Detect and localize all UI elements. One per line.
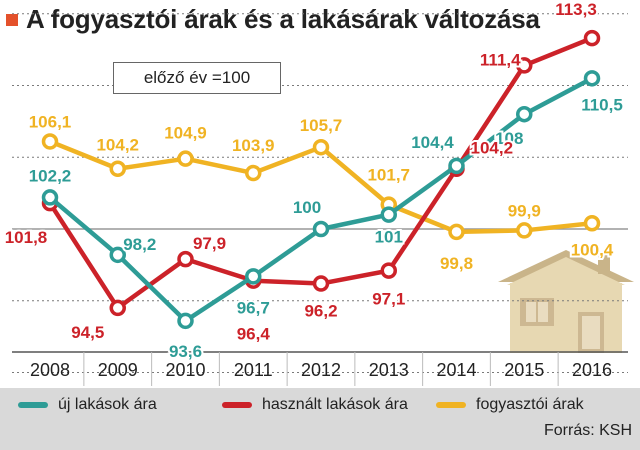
x-tick-label: 2009 <box>98 360 138 380</box>
x-axis-ticks: 2008 2009 2010 2011 2012 2013 2014 2015 2016 <box>30 352 612 386</box>
legend-label-new: új lakások ára <box>58 396 157 413</box>
series-cpi-value-label: 105,7 <box>300 116 343 135</box>
series-cpi-point <box>583 215 601 232</box>
legend: új lakások ára használt lakások ára fogy… <box>0 388 640 450</box>
series-new-value-label: 98,2 <box>123 235 156 254</box>
series-new-point <box>312 220 330 238</box>
x-tick-label: 2013 <box>369 360 409 380</box>
series-cpi-value-label: 101,7 <box>367 166 410 185</box>
series-used-point <box>516 57 533 74</box>
legend-label-cpi: fogyasztói árak <box>476 396 584 413</box>
series-new-value-label: 110,5 <box>581 95 623 114</box>
line-chart: 2008 2009 2010 2011 2012 2013 2014 2015 2016 102… <box>3 0 634 386</box>
series-used-value-label: 94,5 <box>71 323 104 342</box>
series-new-point <box>583 70 601 87</box>
series-used-value-label: 97,1 <box>372 290 405 309</box>
series-used-value-label: 96,4 <box>237 325 271 344</box>
series-used-point <box>380 262 397 279</box>
legend-swatch-cpi <box>436 402 466 408</box>
x-tick-label: 2016 <box>572 360 612 380</box>
source-note: Forrás: KSH <box>543 422 632 439</box>
series-used-point <box>177 250 194 268</box>
series-cpi-value-label: 104,9 <box>164 124 207 143</box>
legend-item-used: használt lakások ára <box>222 396 408 414</box>
series-lines <box>41 29 601 330</box>
chart-title: A fogyasztói árak és a lakásárak változá… <box>26 4 540 34</box>
series-new-point <box>516 105 533 123</box>
x-tick-label: 2015 <box>504 360 544 380</box>
legend-item-cpi: fogyasztói árak <box>436 396 584 414</box>
series-used-value-label: 97,9 <box>193 234 226 253</box>
series-used-value-label: 96,2 <box>304 302 337 321</box>
x-tick-label: 2014 <box>436 360 476 380</box>
series-cpi-value-label: 104,2 <box>96 136 139 155</box>
series-cpi-point <box>109 160 126 177</box>
legend-swatch-new <box>18 402 48 408</box>
legend-item-new: új lakások ára <box>18 396 157 414</box>
series-new-value-label: 108 <box>495 129 523 148</box>
series-used-point <box>109 299 126 317</box>
series-cpi-value-label: 106,1 <box>29 112 72 131</box>
series-new-value-label: 100 <box>293 198 321 217</box>
series-cpi-point <box>41 133 59 150</box>
legend-swatch-used <box>222 402 252 408</box>
series-cpi-point <box>516 222 533 239</box>
series-cpi-value-label: 99,8 <box>440 254 473 273</box>
series-used-value-label: 113,3 <box>555 0 597 19</box>
house-icon <box>498 250 634 353</box>
series-cpi-value-label: 99,9 <box>508 201 541 220</box>
series-new-point <box>177 312 194 330</box>
series-cpi-point <box>448 223 465 241</box>
series-used-point <box>312 275 330 292</box>
series-new-value-label: 101 <box>375 228 403 247</box>
series-new-point <box>245 268 262 285</box>
series-cpi-point <box>312 138 330 156</box>
legend-label-used: használt lakások ára <box>262 396 408 413</box>
x-tick-label: 2012 <box>301 360 341 380</box>
series-new-point <box>109 246 126 264</box>
series-new-value-label: 102,2 <box>29 166 72 185</box>
series-new-value-label: 96,7 <box>237 298 270 317</box>
series-used-value-label: 111,4 <box>480 50 521 69</box>
title-bar: A fogyasztói árak és a lakásárak változá… <box>0 0 640 44</box>
reference-note: előző év =100 <box>113 62 281 94</box>
data-labels: 102,2 98,2 93,6 96,7 100 101 104,4 108 110,5 101,… <box>3 0 625 363</box>
series-used-value-label: 101,8 <box>5 228 48 247</box>
series-new-point <box>41 189 59 206</box>
series-used-value-label: 104,2 <box>471 139 514 158</box>
x-tick-label: 2010 <box>165 360 205 380</box>
series-new-point <box>380 206 397 223</box>
series-new-point <box>448 157 465 175</box>
series-new-value-label: 104,4 <box>411 133 454 152</box>
series-used-point <box>583 29 601 47</box>
x-tick-label: 2011 <box>234 360 273 380</box>
series-cpi-value-label: 103,9 <box>232 136 275 155</box>
series-new-value-label: 93,6 <box>169 342 202 361</box>
series-cpi-point <box>177 150 194 167</box>
series-cpi-value-label: 100,4 <box>571 240 614 259</box>
series-cpi-point <box>245 164 262 182</box>
title-marker <box>6 14 18 26</box>
x-tick-label: 2008 <box>30 360 70 380</box>
